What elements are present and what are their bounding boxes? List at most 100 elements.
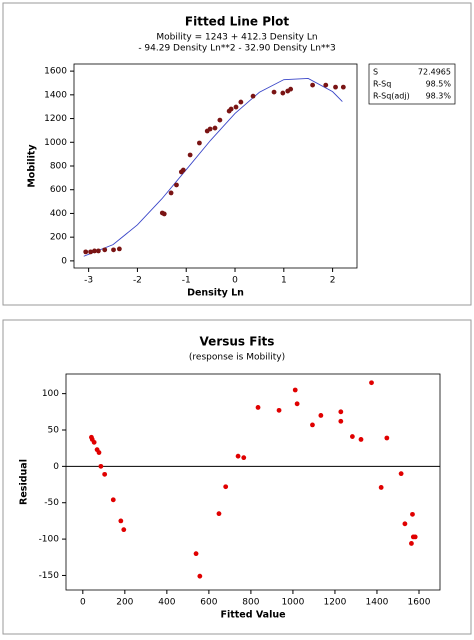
fit-line (83, 78, 343, 257)
data-point (280, 90, 286, 96)
chart-subtitle: (response is Mobility) (189, 353, 285, 363)
stat-value: 98.3% (426, 92, 452, 101)
data-point (193, 551, 199, 557)
y-tick-label: 100 (42, 389, 59, 399)
data-point (217, 117, 223, 123)
data-point (95, 248, 101, 254)
y-tick-label: -150 (39, 571, 60, 581)
data-point (294, 401, 300, 407)
data-point (369, 380, 374, 386)
y-tick-label: 0 (53, 462, 59, 472)
chart-title: Fitted Line Plot (185, 15, 289, 29)
data-point (358, 437, 364, 442)
data-point (228, 106, 234, 112)
data-point (410, 511, 415, 517)
x-tick-label: -2 (133, 276, 142, 286)
x-tick-label: 400 (158, 598, 175, 608)
y-axis-label: Residual (19, 459, 30, 505)
stat-value: 98.5% (426, 80, 452, 89)
x-axis-label: Fitted Value (220, 610, 285, 621)
x-tick-label: 1400 (366, 598, 389, 608)
data-point (255, 405, 261, 410)
stat-label: R-Sq (373, 80, 391, 89)
x-tick-label: 1000 (281, 598, 304, 608)
data-point (333, 84, 338, 90)
x-tick-label: 0 (80, 598, 86, 608)
data-point (292, 387, 298, 393)
data-point (121, 527, 127, 533)
data-point (161, 211, 167, 217)
data-point (102, 471, 108, 477)
y-tick-label: 600 (50, 185, 67, 195)
y-tick-label: 0 (61, 256, 67, 266)
data-point (96, 450, 102, 455)
data-point (338, 418, 344, 424)
y-tick-label: -50 (44, 498, 59, 508)
data-point (118, 518, 124, 524)
data-point (212, 125, 218, 131)
plot-area (65, 373, 441, 591)
x-tick-label: -1 (182, 276, 191, 286)
data-point (241, 455, 247, 461)
data-point (276, 407, 282, 413)
data-point (111, 247, 116, 253)
data-point (180, 167, 186, 173)
data-point (168, 190, 174, 196)
x-tick-label: 1 (281, 276, 287, 286)
data-point (349, 434, 355, 439)
chart-subtitle: Mobility = 1243 + 412.3 Density Ln (156, 33, 317, 43)
x-tick-label: 800 (242, 598, 259, 608)
x-tick-label: 2 (330, 276, 336, 286)
data-point (323, 82, 329, 88)
chart-subtitle: - 94.29 Density Ln**2 - 32.90 Density Ln… (138, 44, 335, 54)
data-point (238, 99, 244, 105)
data-point (91, 439, 97, 445)
y-tick-label: 1000 (44, 138, 67, 148)
data-point (235, 453, 241, 459)
data-point (197, 573, 203, 579)
data-point (233, 104, 239, 110)
data-point (174, 182, 179, 188)
y-axis-label: Mobility (27, 144, 38, 188)
plot-area (73, 63, 358, 269)
stats-box (368, 63, 456, 105)
data-point (92, 248, 97, 254)
x-tick-label: 0 (232, 276, 238, 286)
stat-value: 72.4965 (418, 68, 451, 77)
y-tick-label: 200 (50, 233, 67, 243)
x-axis-label: Density Ln (187, 288, 244, 299)
data-point (88, 249, 93, 255)
data-point (250, 93, 256, 99)
data-point (310, 82, 315, 88)
y-tick-label: 1200 (44, 114, 67, 124)
data-point (318, 413, 324, 418)
data-point (271, 89, 277, 95)
data-point (412, 534, 418, 540)
data-point (398, 471, 404, 477)
data-point (187, 152, 193, 158)
data-point (216, 511, 222, 517)
stat-label: S (373, 68, 378, 77)
data-point (409, 541, 414, 546)
x-tick-label: 1200 (323, 598, 346, 608)
data-point (310, 422, 315, 428)
data-point (378, 485, 384, 490)
x-tick-label: -3 (84, 276, 93, 286)
x-tick-label: 1600 (408, 598, 431, 608)
stat-label: R-Sq(adj) (373, 92, 410, 101)
data-point (110, 497, 116, 503)
y-tick-label: 400 (50, 209, 67, 219)
y-tick-label: -100 (39, 535, 60, 545)
data-point (102, 247, 108, 253)
x-tick-label: 200 (116, 598, 133, 608)
data-point (98, 463, 104, 469)
y-tick-label: 800 (50, 162, 67, 172)
y-tick-label: 50 (48, 426, 60, 436)
data-point (338, 409, 344, 415)
data-point (340, 84, 346, 90)
data-point (288, 86, 294, 92)
chart-title: Versus Fits (200, 335, 275, 349)
y-tick-label: 1600 (44, 67, 67, 77)
